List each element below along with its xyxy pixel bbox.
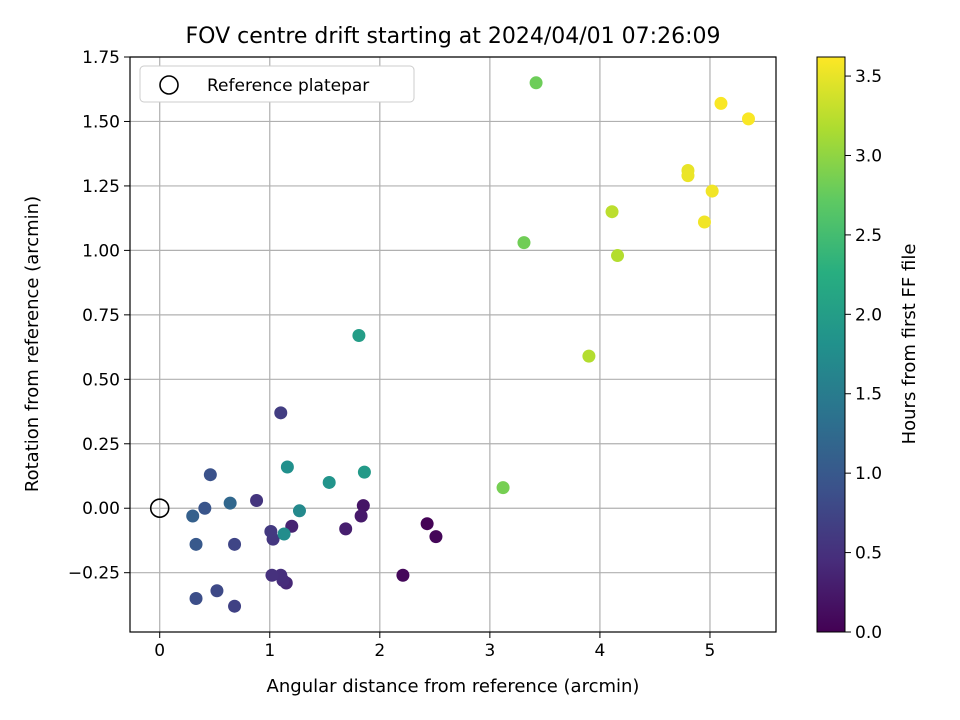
colorbar-tick-label: 3.0 bbox=[855, 146, 882, 166]
reference-point bbox=[149, 498, 170, 519]
data-point bbox=[228, 537, 242, 551]
data-point bbox=[277, 527, 291, 541]
legend-marker-icon bbox=[159, 75, 179, 95]
scatter-points bbox=[186, 76, 755, 613]
data-point bbox=[681, 169, 695, 183]
data-point bbox=[396, 568, 410, 582]
data-point bbox=[265, 568, 279, 582]
y-tick-label: 0.00 bbox=[82, 499, 120, 519]
y-axis-ticks: −0.25 0.00 0.25 0.50 0.75 1.00 1.25 1.50 1.75 bbox=[68, 48, 130, 584]
data-point bbox=[496, 481, 510, 495]
data-point bbox=[420, 517, 434, 531]
data-point bbox=[705, 184, 719, 198]
colorbar-tick-label: 0.0 bbox=[855, 623, 882, 643]
data-point bbox=[250, 493, 264, 507]
y-axis-label: Rotation from reference (arcmin) bbox=[22, 196, 43, 492]
data-point bbox=[264, 524, 278, 538]
data-point bbox=[741, 112, 755, 126]
legend: Reference platepar bbox=[139, 65, 415, 103]
y-tick-label: 1.50 bbox=[82, 112, 120, 132]
data-point bbox=[582, 349, 596, 363]
data-point bbox=[697, 215, 711, 229]
chart-title: FOV centre drift starting at 2024/04/01 … bbox=[186, 24, 721, 49]
colorbar-tick-label: 1.5 bbox=[855, 385, 882, 405]
data-point bbox=[529, 76, 543, 90]
colorbar-tick-label: 3.5 bbox=[855, 67, 882, 87]
data-point bbox=[339, 522, 353, 536]
data-point bbox=[517, 236, 531, 250]
data-point bbox=[280, 460, 294, 474]
colorbar-tick-label: 0.5 bbox=[855, 544, 882, 564]
data-point bbox=[198, 501, 212, 515]
plot-frame bbox=[129, 56, 777, 633]
data-point bbox=[228, 599, 242, 613]
data-point bbox=[352, 328, 366, 342]
legend-label: Reference platepar bbox=[207, 76, 369, 96]
colorbar-ticks: 0.0 0.5 1.0 1.5 2.0 2.5 3.0 3.5 bbox=[845, 67, 882, 643]
data-point bbox=[274, 406, 288, 420]
x-tick-label: 0 bbox=[154, 641, 165, 661]
legend-box bbox=[139, 65, 415, 103]
data-point bbox=[203, 468, 217, 482]
colorbar-tick-label: 2.0 bbox=[855, 305, 882, 325]
data-point bbox=[429, 530, 443, 544]
colorbar-label: Hours from first FF file bbox=[899, 244, 920, 445]
data-point bbox=[223, 496, 237, 510]
x-tick-label: 1 bbox=[264, 641, 275, 661]
colorbar-tick-label: 2.5 bbox=[855, 226, 882, 246]
data-point bbox=[605, 205, 619, 219]
colorbar-tick-label: 1.0 bbox=[855, 464, 882, 484]
x-tick-label: 3 bbox=[484, 641, 495, 661]
y-tick-label: 1.25 bbox=[82, 177, 120, 197]
x-axis-ticks: 0 1 2 3 4 5 bbox=[154, 632, 715, 661]
y-tick-label: 0.50 bbox=[82, 370, 120, 390]
plot-area: 0 1 2 3 4 5 −0.25 0.00 0.25 0.50 0.75 1.00 1.25 1.50… bbox=[68, 48, 777, 661]
data-point bbox=[356, 499, 370, 513]
data-point bbox=[714, 96, 728, 110]
grid-lines bbox=[130, 56, 776, 632]
y-tick-label: 1.00 bbox=[82, 241, 120, 261]
colorbar-gradient bbox=[816, 56, 846, 633]
data-point bbox=[292, 504, 306, 518]
data-point bbox=[210, 584, 224, 598]
data-point bbox=[611, 249, 625, 263]
x-axis-label: Angular distance from reference (arcmin) bbox=[267, 676, 640, 697]
y-tick-label: −0.25 bbox=[68, 564, 120, 584]
x-tick-label: 4 bbox=[595, 641, 606, 661]
data-point bbox=[354, 509, 368, 523]
x-tick-label: 5 bbox=[705, 641, 716, 661]
y-tick-label: 1.75 bbox=[82, 48, 120, 68]
data-point bbox=[189, 591, 203, 605]
y-tick-label: 0.25 bbox=[82, 435, 120, 455]
data-point bbox=[189, 537, 203, 551]
x-tick-label: 2 bbox=[374, 641, 385, 661]
y-tick-label: 0.75 bbox=[82, 306, 120, 326]
data-point bbox=[322, 475, 336, 489]
data-point bbox=[357, 465, 371, 479]
colorbar: 0.0 0.5 1.0 1.5 2.0 2.5 3.0 3.5 Hours from firs… bbox=[816, 56, 920, 643]
data-point bbox=[186, 509, 200, 523]
